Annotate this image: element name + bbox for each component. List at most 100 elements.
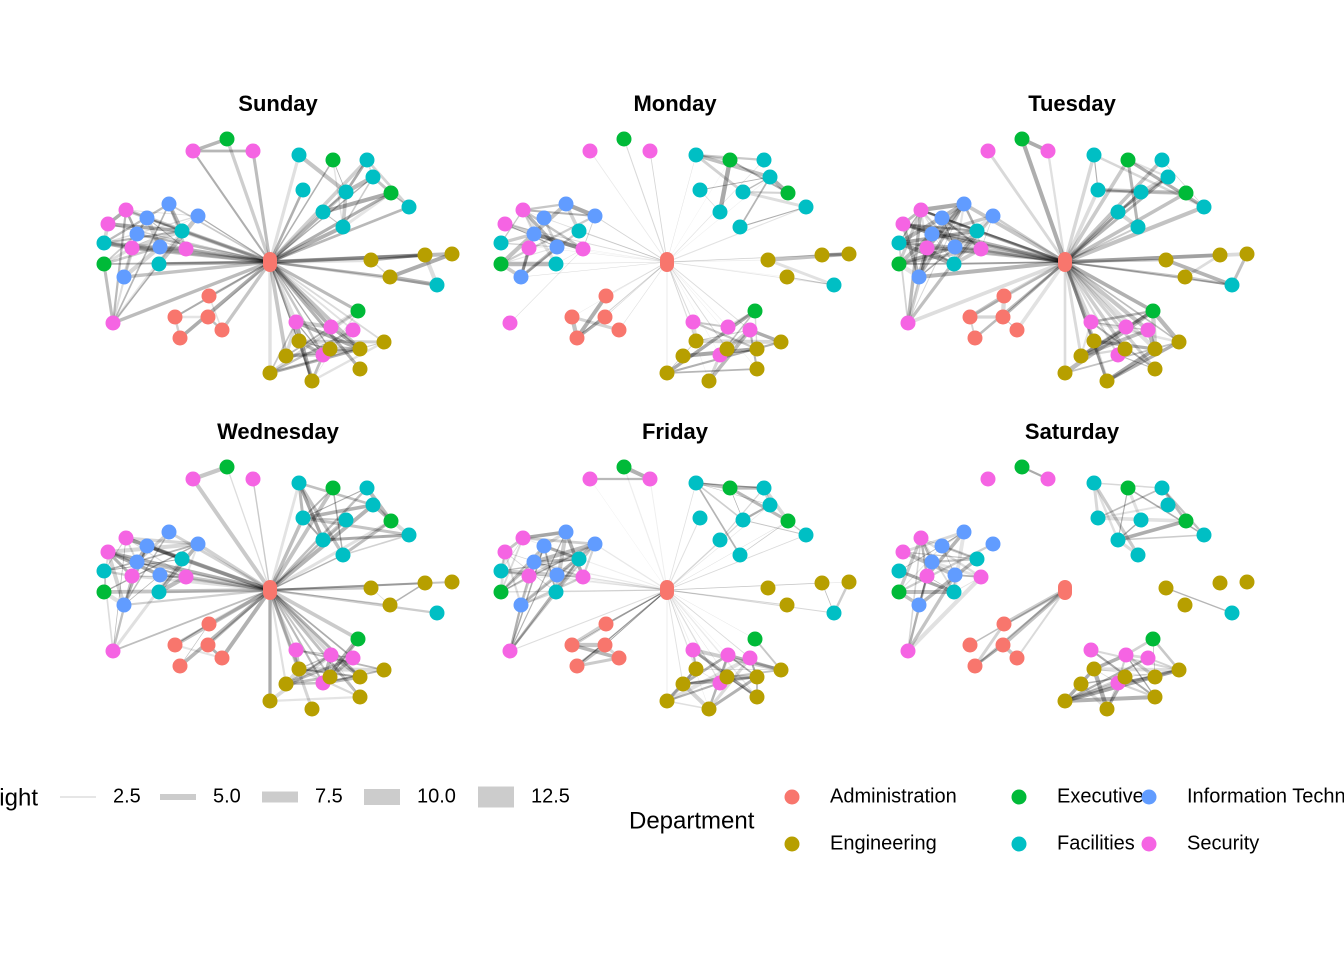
edge [1062, 204, 1207, 265]
edge [297, 482, 345, 556]
node [749, 669, 765, 685]
node [352, 341, 368, 357]
legend-label: 2.5 [113, 785, 141, 807]
node [762, 497, 778, 513]
edge [898, 247, 982, 266]
node [985, 536, 1001, 552]
edge [1140, 190, 1187, 195]
edge [533, 541, 596, 565]
edge [907, 247, 928, 324]
edge [906, 230, 979, 324]
node [363, 252, 379, 268]
edge [268, 653, 333, 703]
node [1086, 661, 1102, 677]
node [1014, 459, 1030, 475]
node [924, 554, 940, 570]
edge [897, 202, 966, 245]
edge [682, 653, 729, 686]
node [417, 575, 433, 591]
edge [556, 574, 668, 591]
edge [322, 191, 392, 214]
edge [225, 137, 272, 264]
node [688, 661, 704, 677]
edge [208, 261, 271, 297]
edge [521, 208, 559, 249]
edge [1063, 153, 1096, 264]
edge [269, 695, 361, 703]
node [335, 219, 351, 235]
edge [1184, 275, 1233, 287]
node [722, 152, 738, 168]
node [1120, 152, 1136, 168]
edge [968, 260, 1067, 319]
edge [330, 654, 361, 698]
node [919, 568, 935, 584]
node [118, 530, 134, 546]
edge [940, 216, 1067, 264]
node [526, 226, 542, 242]
edge [504, 221, 584, 252]
edge [666, 589, 751, 659]
edge [158, 589, 271, 593]
edge [125, 209, 199, 217]
edge [297, 153, 348, 194]
node [814, 575, 830, 591]
node [891, 563, 907, 579]
edge [268, 486, 335, 592]
node [323, 647, 339, 663]
edge [103, 241, 187, 251]
edge [729, 159, 789, 194]
edge [918, 230, 978, 278]
legend-label: 10.0 [417, 785, 456, 807]
edge [666, 517, 701, 591]
edge [666, 261, 751, 331]
node [502, 643, 518, 659]
edge [504, 551, 584, 578]
edge [269, 261, 385, 343]
node [178, 569, 194, 585]
edge [666, 589, 756, 640]
edge [952, 215, 995, 265]
edge [1063, 258, 1168, 264]
edge [917, 557, 979, 607]
node [291, 475, 307, 491]
edge [268, 538, 325, 592]
edge [269, 589, 297, 651]
edge [168, 203, 271, 263]
edge [370, 253, 426, 262]
node [1110, 532, 1126, 548]
node [152, 239, 168, 255]
edge [1016, 589, 1066, 659]
edge [103, 215, 199, 244]
edge [666, 261, 721, 356]
node [712, 532, 728, 548]
node [742, 650, 758, 666]
edge [136, 561, 271, 591]
edge [1046, 149, 1067, 264]
edge [556, 246, 668, 263]
node [1086, 475, 1102, 491]
edge [571, 643, 620, 660]
edge [252, 478, 271, 591]
node [1130, 547, 1146, 563]
node [913, 202, 929, 218]
edge [298, 667, 385, 672]
node [322, 669, 338, 685]
edge [1063, 190, 1143, 264]
node [116, 597, 132, 613]
node [891, 584, 907, 600]
edge [1019, 136, 1068, 265]
node [190, 208, 206, 224]
edge [123, 574, 161, 606]
edge [666, 589, 728, 678]
node [521, 568, 537, 584]
node [417, 247, 433, 263]
legend-label: Security [1187, 832, 1259, 854]
edge [717, 159, 733, 213]
node [749, 689, 765, 705]
node [1224, 605, 1240, 621]
edge [1001, 588, 1067, 647]
node [1118, 319, 1134, 335]
node [1083, 642, 1099, 658]
edge [329, 638, 359, 678]
